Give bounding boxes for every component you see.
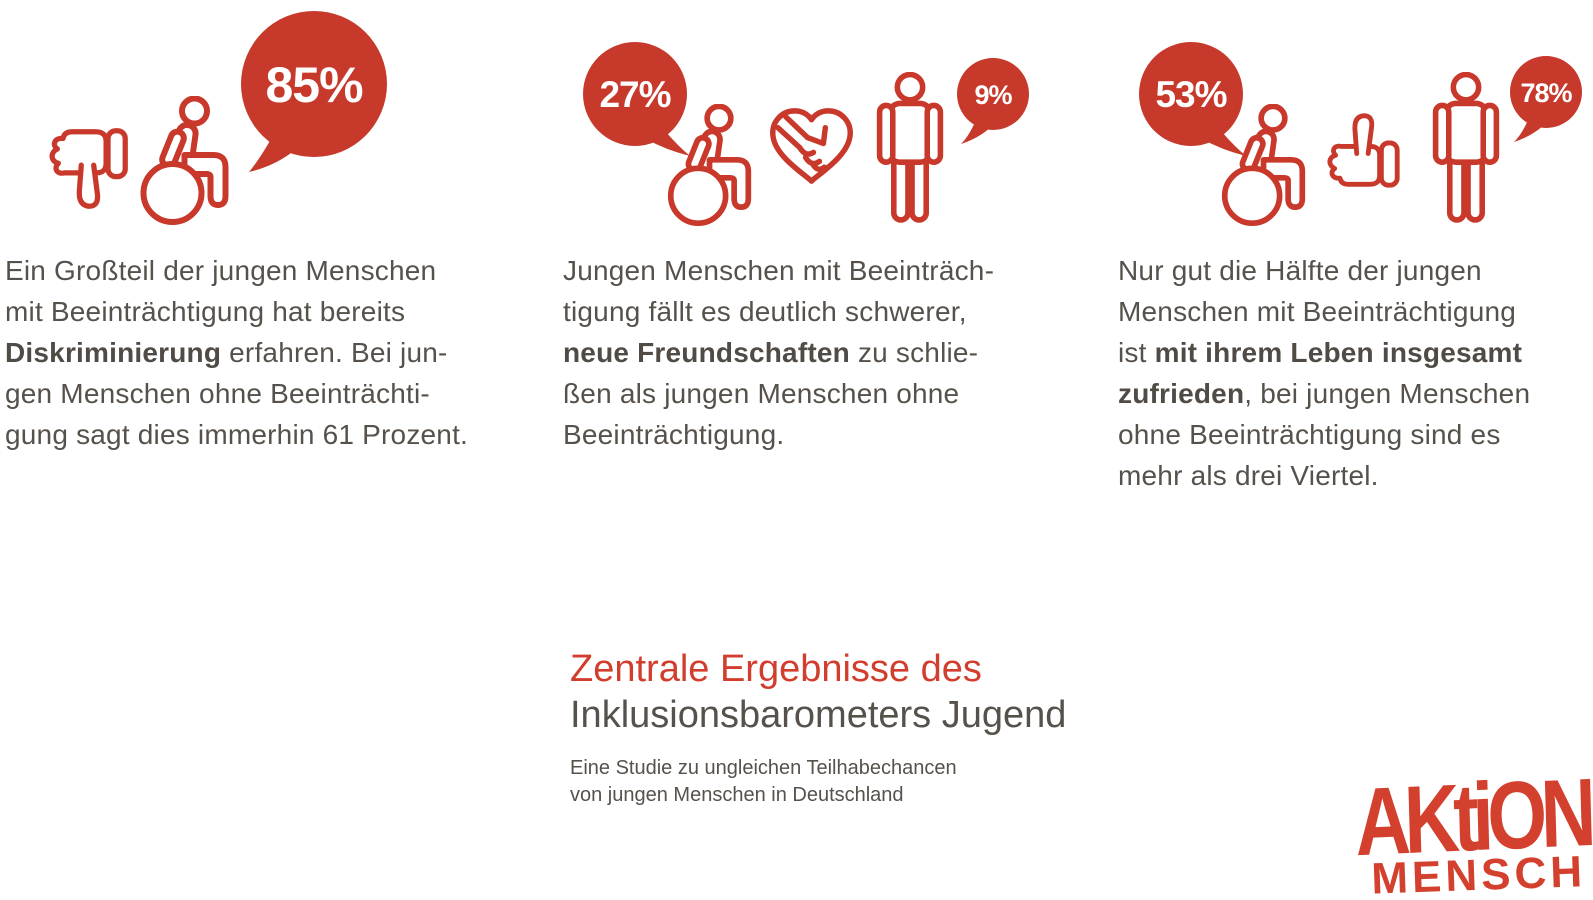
text-line: Menschen mit Beeinträchtigung (1118, 296, 1517, 327)
text-line: zufrieden, bei jungen Menschen (1118, 378, 1531, 409)
text-line: Beeinträchtigung. (563, 419, 785, 450)
text-line: ist mit ihrem Leben insgesamt (1118, 337, 1523, 368)
text-line: Nur gut die Hälfte der jungen (1118, 255, 1482, 286)
report-title-line1: Zentrale Ergebnisse des (570, 648, 982, 690)
wheelchair-user-icon (667, 104, 752, 227)
text-line: tigung fällt es deutlich schwerer, (563, 296, 967, 327)
panel-life-satisfaction: 53% (1110, 0, 1593, 500)
stat-label-78: 78% (1520, 78, 1572, 108)
stat-label-27: 27% (599, 74, 670, 115)
panel-friendships: 27% (555, 0, 1055, 480)
text-line: ohne Beeinträchtigung sind es (1118, 419, 1501, 450)
speech-bubble-27: 27% (583, 42, 690, 156)
wheelchair-user-icon (140, 96, 229, 225)
text-line: ßen als jungen Menschen ohne (563, 378, 960, 409)
report-subtitle-line2: von jungen Menschen in Deutschland (570, 784, 904, 806)
text-line: gung sagt dies immerhin 61 Prozent. (5, 419, 469, 450)
text-line: neue Freundschaften zu schlie- (563, 337, 979, 368)
standing-person-icon (1432, 72, 1500, 223)
text-line: Diskriminierung erfahren. Bei jun- (5, 337, 448, 368)
speech-bubble-53: 53% (1139, 42, 1246, 156)
footer-title-block: Zentrale Ergebnisse des Inklusionsbarome… (570, 646, 1130, 809)
text-line: mehr als drei Viertel. (1118, 460, 1379, 491)
panel-text-discrimination: Ein Großteil der jungen Menschen mit Beei… (5, 250, 525, 455)
panel-text-life-satisfaction: Nur gut die Hälfte der jungen Menschen mi… (1118, 250, 1588, 496)
thumbs-down-icon (49, 128, 128, 209)
panel-text-friendships: Jungen Menschen mit Beeinträch-tigung fä… (563, 250, 1053, 455)
speech-bubble-78: 78% (1510, 56, 1582, 142)
speech-bubble-85: 85% (241, 11, 387, 172)
stat-label-9: 9% (974, 80, 1012, 110)
stat-label-85: 85% (265, 57, 363, 113)
aktion-mensch-logo: AKtiON MENSCH (1190, 759, 1591, 900)
speech-bubble-9: 9% (957, 58, 1029, 144)
standing-person-icon (876, 72, 944, 223)
text-line: Jungen Menschen mit Beeinträch- (563, 255, 995, 286)
report-subtitle-line1: Eine Studie zu ungleichen Teilhabechance… (570, 757, 957, 779)
handshake-heart-icon (770, 108, 853, 184)
text-line: gen Menschen ohne Beeinträchti- (5, 378, 430, 409)
report-title-line2: Inklusionsbarometers Jugend (570, 694, 1067, 736)
text-line: mit Beeinträchtigung hat bereits (5, 296, 406, 327)
panel-discrimination: 85% Ein Großteil der jungen Menschen mit … (0, 0, 540, 480)
logo-wordmark-mensch: MENSCH (1370, 847, 1587, 900)
wheelchair-user-icon (1221, 104, 1306, 227)
text-line: Ein Großteil der jungen Menschen (5, 255, 437, 286)
thumbs-up-icon (1327, 113, 1400, 188)
stat-label-53: 53% (1155, 74, 1226, 115)
